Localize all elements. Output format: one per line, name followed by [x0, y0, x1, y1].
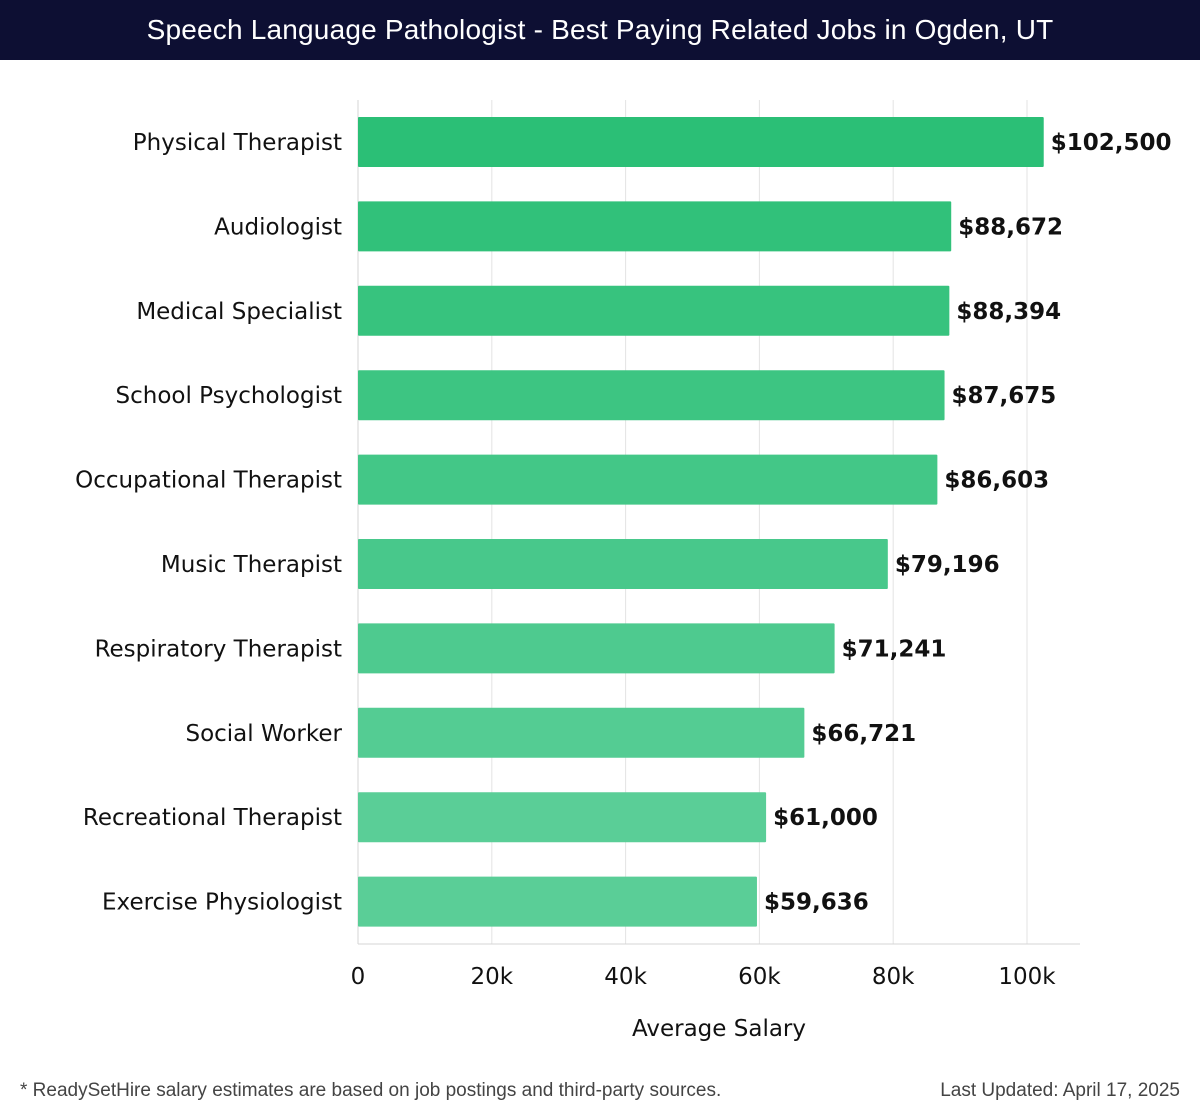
- value-label: $87,675: [952, 383, 1057, 409]
- x-tick-label: 100k: [998, 964, 1056, 990]
- value-label: $71,241: [842, 636, 947, 662]
- bar: [358, 876, 757, 927]
- bar: [358, 117, 1044, 167]
- category-label: Recreational Therapist: [83, 805, 342, 831]
- footnote: * ReadySetHire salary estimates are base…: [20, 1080, 722, 1101]
- x-tick-label: 60k: [738, 964, 781, 990]
- category-label: Respiratory Therapist: [95, 636, 342, 662]
- category-label: Physical Therapist: [133, 130, 342, 156]
- value-label: $59,636: [764, 890, 869, 916]
- bar: [358, 285, 950, 336]
- value-label: $88,394: [956, 299, 1061, 325]
- bar: [358, 370, 945, 421]
- x-tick-label: 80k: [872, 964, 915, 990]
- category-label: Medical Specialist: [136, 299, 342, 325]
- x-tick-label: 20k: [471, 964, 514, 990]
- bar: [358, 539, 888, 589]
- value-label: $102,500: [1051, 130, 1172, 156]
- category-label: Music Therapist: [161, 552, 342, 578]
- x-axis-title: Average Salary: [632, 1016, 806, 1042]
- value-label: $66,721: [811, 721, 916, 747]
- bar: [358, 623, 835, 674]
- category-label: Audiologist: [214, 214, 342, 240]
- value-label: $88,672: [958, 214, 1063, 240]
- category-label: Exercise Physiologist: [102, 890, 342, 916]
- category-label: Social Worker: [185, 721, 342, 747]
- chart-title: Speech Language Pathologist - Best Payin…: [146, 14, 1054, 45]
- bar: [358, 792, 767, 843]
- bar: [358, 454, 938, 505]
- salary-bar-chart: Physical Therapist $102,500 Audiologist $88…: [75, 100, 1172, 1042]
- value-label: $86,603: [944, 468, 1049, 494]
- bar: [358, 201, 952, 252]
- x-tick-label: 0: [351, 964, 366, 990]
- value-label: $61,000: [773, 805, 878, 831]
- value-label: $79,196: [895, 552, 1000, 578]
- x-tick-label: 40k: [604, 964, 647, 990]
- last-updated: Last Updated: April 17, 2025: [940, 1080, 1180, 1101]
- title-bar: Speech Language Pathologist - Best Payin…: [0, 0, 1200, 60]
- category-label: Occupational Therapist: [75, 468, 342, 494]
- bar: [358, 707, 805, 758]
- category-label: School Psychologist: [116, 383, 342, 409]
